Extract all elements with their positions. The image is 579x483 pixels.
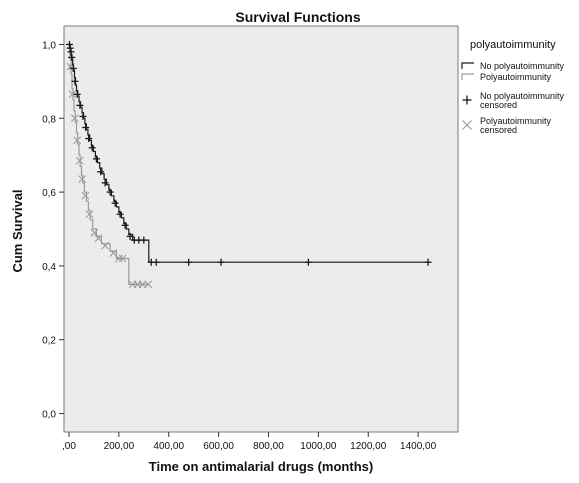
y-tick-label: 0,8 [42, 114, 56, 125]
censor-mark-polyautoimmunity-d2 [138, 280, 147, 289]
legend: polyautoimmunity No polyautoimmunityPoly… [461, 39, 565, 135]
censor-mark-no-polyautoimmunity [88, 144, 96, 152]
series-layer [65, 40, 432, 289]
censor-mark-polyautoimmunity [118, 254, 127, 263]
y-axis-label: Cum Survival [10, 189, 25, 272]
censor-mark-no-polyautoimmunity [92, 155, 100, 163]
censor-mark-no-polyautoimmunity [65, 40, 73, 48]
censor-mark-no-polyautoimmunity [217, 258, 225, 266]
censor-mark-polyautoimmunity-d2 [109, 249, 118, 257]
censor-marks-no-polyautoimmunity [65, 40, 432, 266]
censor-mark-no-polyautoimmunity [111, 199, 119, 207]
legend-line-swatch [461, 73, 474, 80]
censor-mark-polyautoimmunity [73, 136, 82, 145]
censor-mark-no-polyautoimmunity [97, 168, 105, 176]
x-tick-label: 400,00 [153, 441, 184, 452]
censor-mark-no-polyautoimmunity [76, 101, 84, 109]
censor-mark-polyautoimmunity-d2 [144, 280, 153, 289]
censor-mark-no-polyautoimmunity [71, 77, 79, 85]
censor-mark-polyautoimmunity-d2 [94, 234, 103, 243]
legend-label: censored [480, 125, 517, 135]
censor-mark-polyautoimmunity-d2 [85, 210, 94, 219]
censor-mark-no-polyautoimmunity [67, 48, 75, 56]
x-tick-label: 200,00 [104, 441, 135, 452]
censor-mark-polyautoimmunity [94, 234, 103, 243]
censor-mark-polyautoimmunity-d2 [68, 90, 77, 99]
chart-title: Survival Functions [235, 9, 360, 25]
axes: 0,0 0,2 0,4 0,6 0,8 1,0 ,00 200,00 400,00 600,00 8… [42, 40, 437, 452]
x-tick-label: 1400,00 [400, 441, 437, 452]
censor-mark-polyautoimmunity [101, 241, 110, 250]
x-axis-label: Time on antimalarial drugs (months) [149, 459, 373, 474]
legend-label: Polyautoimmunity [480, 72, 552, 82]
y-tick-label: 1,0 [42, 40, 56, 51]
y-tick-label: 0,6 [42, 188, 56, 199]
censor-mark-polyautoimmunity-d2 [101, 241, 110, 250]
legend-entry: No polyautoimmunity [461, 61, 565, 71]
censor-mark-polyautoimmunity [75, 156, 84, 165]
legend-label: No polyautoimmunity [480, 91, 565, 101]
x-tick-label: 1000,00 [300, 441, 337, 452]
censor-mark-no-polyautoimmunity [185, 258, 193, 266]
x-tick-label: ,00 [62, 441, 76, 452]
censor-mark-polyautoimmunity [90, 228, 99, 237]
legend-entry: Polyautoimmunity [461, 72, 552, 82]
censor-mark-polyautoimmunity-d2 [75, 156, 84, 165]
legend-marker-swatch-d2 [462, 120, 472, 130]
censor-mark-no-polyautoimmunity [101, 179, 109, 187]
legend-label: No polyautoimmunity [480, 61, 565, 71]
censor-mark-no-polyautoimmunity [66, 44, 74, 52]
x-tick-label: 600,00 [203, 441, 234, 452]
censor-mark-no-polyautoimmunity [140, 236, 148, 244]
censor-mark-polyautoimmunity [138, 280, 147, 289]
censor-mark-polyautoimmunity-d2 [90, 228, 99, 237]
y-tick-label: 0,2 [42, 336, 56, 347]
censor-mark-no-polyautoimmunity [121, 221, 129, 229]
censor-mark-polyautoimmunity-d2 [81, 191, 90, 200]
censor-mark-polyautoimmunity-d2 [73, 136, 82, 145]
censor-mark-polyautoimmunity [85, 210, 94, 219]
plot-area [63, 25, 459, 433]
y-tick-label: 0,0 [42, 410, 56, 421]
censor-mark-no-polyautoimmunity [69, 64, 77, 72]
censor-mark-no-polyautoimmunity [116, 210, 124, 218]
censor-mark-no-polyautoimmunity [79, 112, 87, 120]
censor-mark-polyautoimmunity [81, 191, 90, 200]
censor-mark-no-polyautoimmunity [126, 232, 134, 240]
legend-label: censored [480, 100, 517, 110]
censor-mark-polyautoimmunity [68, 90, 77, 99]
censor-mark-polyautoimmunity-d2 [78, 175, 87, 184]
censor-mark-polyautoimmunity [114, 254, 123, 263]
legend-label: Polyautoimmunity [480, 116, 552, 126]
x-tick-label: 800,00 [253, 441, 284, 452]
legend-marker-swatch [462, 95, 472, 105]
censor-mark-polyautoimmunity-d2 [70, 114, 79, 123]
censor-mark-polyautoimmunity [70, 114, 79, 123]
censor-mark-no-polyautoimmunity [68, 53, 76, 61]
censor-mark-no-polyautoimmunity [106, 188, 114, 196]
x-tick-label: 1200,00 [350, 441, 387, 452]
censor-mark-no-polyautoimmunity [73, 90, 81, 98]
y-tick-label: 0,4 [42, 262, 56, 273]
censor-mark-no-polyautoimmunity [82, 124, 90, 131]
legend-marker-swatch [462, 120, 472, 130]
censor-mark-no-polyautoimmunity [85, 135, 93, 143]
legend-title: polyautoimmunity [470, 39, 556, 51]
censor-mark-polyautoimmunity [78, 175, 87, 184]
series-no-polyautoimmunity [65, 40, 432, 266]
legend-line-swatch [461, 62, 474, 69]
censor-mark-polyautoimmunity-d2 [118, 254, 127, 263]
censor-mark-polyautoimmunity [144, 280, 153, 289]
censor-mark-polyautoimmunity-d2 [114, 254, 123, 263]
censor-mark-no-polyautoimmunity [304, 258, 312, 266]
censor-mark-no-polyautoimmunity [424, 258, 432, 266]
censor-mark-no-polyautoimmunity [152, 258, 160, 266]
